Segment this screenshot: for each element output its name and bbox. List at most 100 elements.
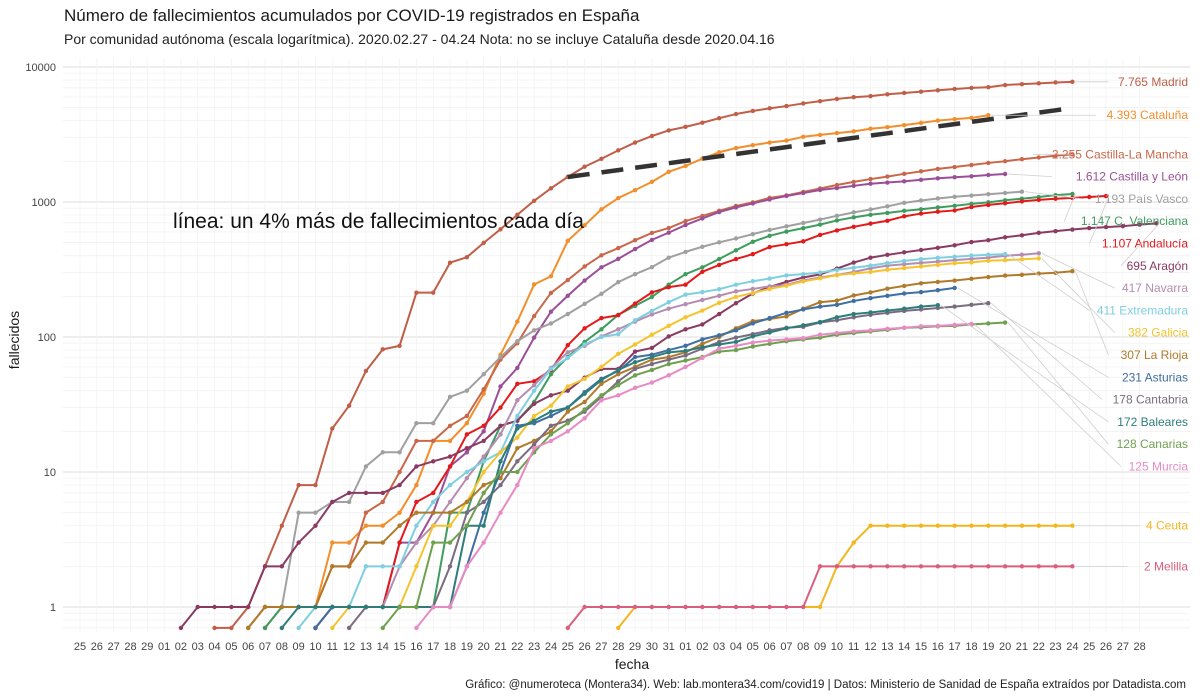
- data-point: [565, 388, 570, 393]
- data-point: [431, 510, 436, 515]
- data-point: [784, 337, 789, 342]
- x-tick-label: 24: [1066, 641, 1078, 653]
- data-point: [969, 193, 974, 198]
- data-point: [296, 482, 301, 488]
- data-point: [498, 423, 503, 428]
- data-point: [817, 217, 823, 222]
- data-point: [229, 604, 234, 610]
- data-point: [666, 255, 671, 260]
- data-point: [986, 274, 991, 280]
- data-point: [868, 221, 873, 226]
- data-point: [750, 201, 755, 206]
- data-point: [346, 490, 352, 496]
- data-point: [817, 604, 823, 610]
- data-point: [548, 432, 554, 437]
- data-point: [1053, 228, 1058, 234]
- data-point: [481, 387, 486, 392]
- data-point: [918, 523, 924, 528]
- data-point: [464, 564, 470, 569]
- data-point: [649, 604, 655, 610]
- x-tick-label: 07: [259, 641, 271, 653]
- data-point: [616, 148, 621, 153]
- data-point: [901, 262, 907, 267]
- data-point: [700, 120, 705, 125]
- data-point: [834, 267, 840, 273]
- data-point: [1002, 82, 1008, 88]
- end-label: 2.255 Castilla-La Mancha: [1052, 147, 1188, 161]
- data-point: [1053, 523, 1058, 528]
- data-point: [666, 128, 671, 133]
- data-point: [548, 413, 554, 419]
- data-point: [901, 265, 907, 271]
- end-label: 382 Galicia: [1128, 326, 1188, 340]
- end-label: 4 Ceuta: [1146, 519, 1188, 533]
- data-point: [901, 90, 907, 96]
- data-point: [918, 169, 924, 174]
- data-point: [817, 132, 823, 138]
- end-label: 128 Canarias: [1117, 437, 1188, 451]
- data-point: [582, 301, 587, 307]
- data-point: [531, 413, 537, 419]
- data-point: [918, 264, 924, 269]
- data-point: [498, 459, 503, 464]
- data-point: [767, 197, 772, 202]
- data-point: [498, 450, 503, 455]
- data-point: [481, 438, 486, 444]
- y-tick-label: 10000: [25, 62, 56, 74]
- data-point: [969, 260, 974, 265]
- data-point: [935, 245, 941, 250]
- data-point: [986, 172, 991, 178]
- data-point: [952, 322, 957, 328]
- end-label: 172 Baleares: [1117, 415, 1188, 429]
- data-point: [817, 276, 823, 281]
- label-leader: [974, 323, 1122, 467]
- x-tick-label: 25: [74, 641, 86, 653]
- y-tick-label: 1: [50, 602, 56, 614]
- data-point: [750, 231, 755, 237]
- data-point: [700, 265, 705, 270]
- data-point: [767, 233, 772, 238]
- data-point: [582, 164, 587, 169]
- data-point: [616, 245, 621, 251]
- data-point: [666, 169, 671, 175]
- data-point: [918, 247, 924, 253]
- data-point: [599, 265, 604, 270]
- data-point: [851, 260, 856, 265]
- data-point: [632, 373, 638, 378]
- data-point: [346, 564, 352, 569]
- data-point: [817, 270, 823, 275]
- data-point: [447, 454, 453, 459]
- data-point: [767, 341, 772, 347]
- x-tick-label: 24: [545, 641, 557, 653]
- data-point: [565, 409, 570, 414]
- data-point: [531, 198, 537, 203]
- x-tick-label: 19: [982, 641, 994, 653]
- data-point: [868, 328, 873, 333]
- data-point: [447, 464, 453, 469]
- data-point: [935, 323, 941, 329]
- data-point: [952, 208, 957, 213]
- data-point: [784, 273, 789, 278]
- data-point: [834, 182, 840, 188]
- data-point: [733, 335, 739, 340]
- data-point: [969, 276, 974, 281]
- data-point: [784, 193, 789, 199]
- data-point: [851, 210, 856, 215]
- data-point: [986, 564, 991, 569]
- data-point: [313, 523, 318, 528]
- data-point: [531, 401, 537, 407]
- data-point: [918, 198, 924, 203]
- data-point: [397, 604, 402, 610]
- data-point: [1103, 224, 1109, 230]
- data-point: [666, 361, 671, 367]
- x-tick-label: 05: [225, 641, 237, 653]
- data-point: [515, 339, 520, 344]
- data-point: [986, 113, 991, 118]
- data-point: [801, 190, 806, 196]
- data-point: [716, 311, 722, 317]
- data-point: [616, 313, 621, 318]
- data-point: [582, 223, 587, 228]
- data-point: [363, 523, 369, 528]
- data-point: [901, 208, 907, 214]
- series-ceuta: [616, 523, 1075, 631]
